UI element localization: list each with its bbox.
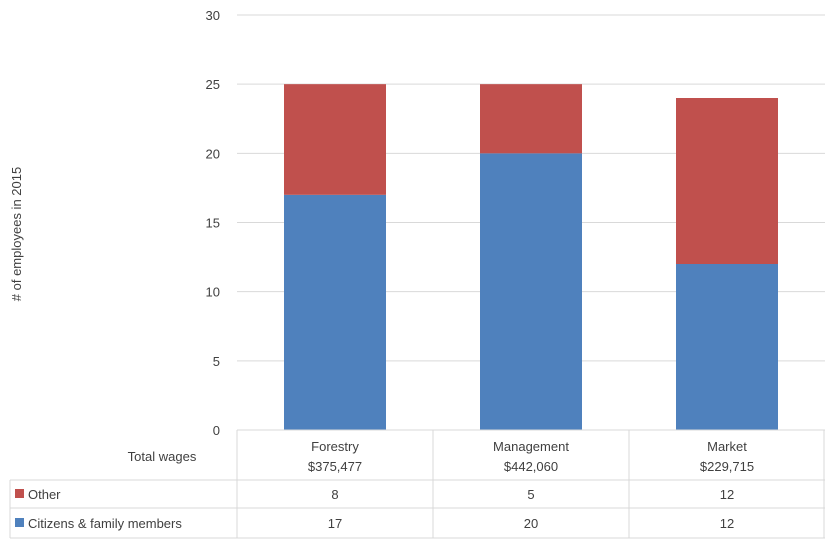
bar-citizens-management xyxy=(480,153,582,431)
y-tick-label: 30 xyxy=(206,8,220,23)
bar-other-forestry xyxy=(284,84,386,195)
bar-citizens-forestry xyxy=(284,194,386,430)
bar-other-management xyxy=(480,84,582,154)
category-label: Market xyxy=(707,439,747,454)
data-label-other-management: 5 xyxy=(527,487,534,502)
y-axis-label: # of employees in 2015 xyxy=(9,167,24,301)
y-tick-label: 25 xyxy=(206,77,220,92)
y-axis-ticks: 0 5 10 15 20 25 30 xyxy=(206,8,220,438)
total-wages-label: Total wages xyxy=(128,449,197,464)
bar-other-market xyxy=(676,98,778,264)
data-label-other-forestry: 8 xyxy=(331,487,338,502)
y-tick-label: 0 xyxy=(213,423,220,438)
legend-label-other: Other xyxy=(28,487,61,502)
data-label-citizens-forestry: 17 xyxy=(328,516,342,531)
category-label: Forestry xyxy=(311,439,359,454)
category-label: Management xyxy=(493,439,569,454)
data-label-citizens-management: 20 xyxy=(524,516,538,531)
y-tick-label: 5 xyxy=(213,354,220,369)
y-tick-label: 20 xyxy=(206,146,220,161)
data-label-citizens-market: 12 xyxy=(720,516,734,531)
y-tick-label: 15 xyxy=(206,216,220,231)
data-label-other-market: 12 xyxy=(720,487,734,502)
bar-citizens-market xyxy=(676,264,778,430)
data-table: Forestry $375,477 Management $442,060 Market… xyxy=(9,429,825,539)
legend-label-citizens: Citizens & family members xyxy=(28,516,182,531)
category-total-wages: $229,715 xyxy=(700,459,754,474)
y-tick-label: 10 xyxy=(206,285,220,300)
category-total-wages: $375,477 xyxy=(308,459,362,474)
legend-key-other xyxy=(15,489,24,498)
bars xyxy=(284,84,778,431)
legend-key-citizens xyxy=(15,518,24,527)
category-total-wages: $442,060 xyxy=(504,459,558,474)
